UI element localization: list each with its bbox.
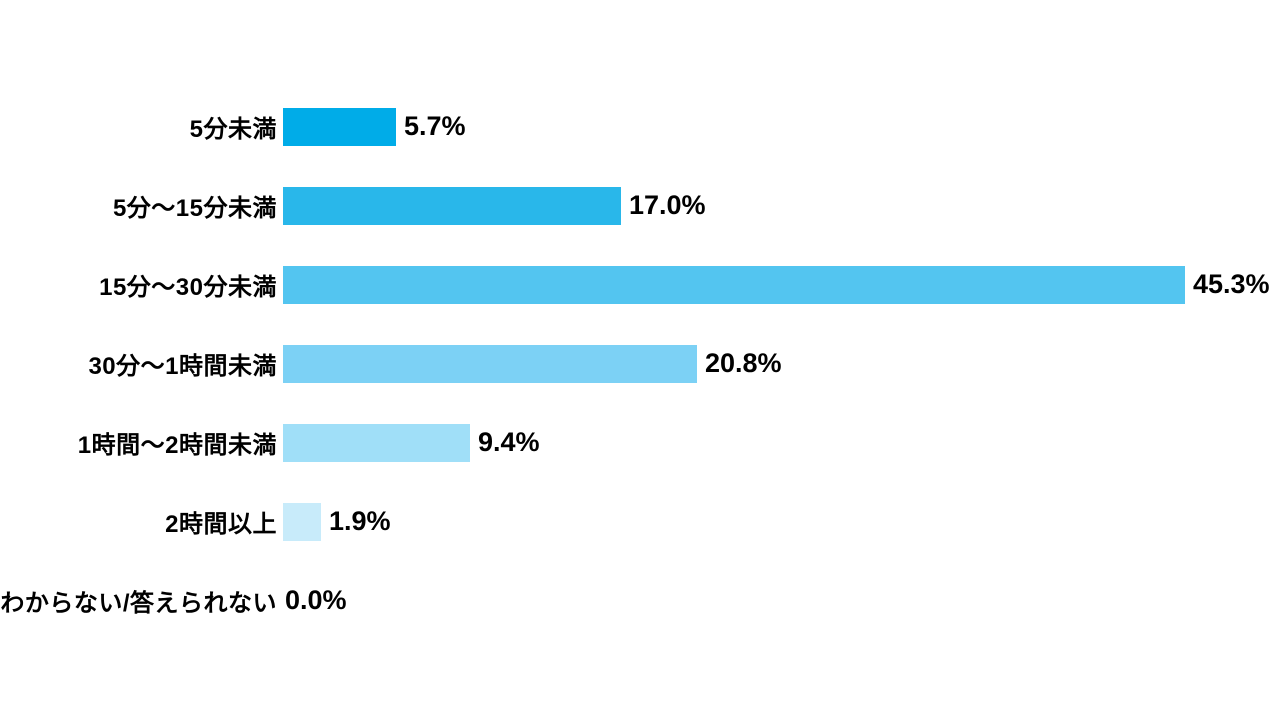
bar-row: 15分〜30分未満 45.3%	[0, 245, 1280, 324]
bar-row: 30分〜1時間未満 20.8%	[0, 324, 1280, 403]
bar	[283, 502, 321, 541]
bar-row: 5分〜15分未満 17.0%	[0, 166, 1280, 245]
category-label: 30分〜1時間未満	[88, 353, 277, 380]
bar	[283, 265, 1185, 304]
bar	[283, 107, 396, 146]
category-label: 1時間〜2時間未満	[77, 432, 277, 459]
bar	[283, 423, 470, 462]
value-label: 20.8%	[705, 348, 782, 378]
value-label: 45.3%	[1193, 269, 1270, 299]
value-label: 1.9%	[329, 506, 391, 536]
bar-row: 1時間〜2時間未満 9.4%	[0, 403, 1280, 482]
category-label: 15分〜30分未満	[99, 274, 277, 301]
category-label: 5分未満	[189, 116, 277, 143]
value-label: 17.0%	[629, 190, 706, 220]
bar	[283, 186, 621, 225]
value-label: 0.0%	[285, 585, 347, 615]
bar-row: 5分未満 5.7%	[0, 87, 1280, 166]
value-label: 5.7%	[404, 111, 466, 141]
bar-row: 2時間以上 1.9%	[0, 482, 1280, 561]
bar-row: わからない/答えられない 0.0%	[0, 561, 1280, 640]
bar	[283, 344, 697, 383]
category-label: 5分〜15分未満	[112, 195, 277, 222]
value-label: 9.4%	[478, 427, 540, 457]
category-label: 2時間以上	[165, 511, 277, 538]
category-label: わからない/答えられない	[0, 590, 277, 617]
